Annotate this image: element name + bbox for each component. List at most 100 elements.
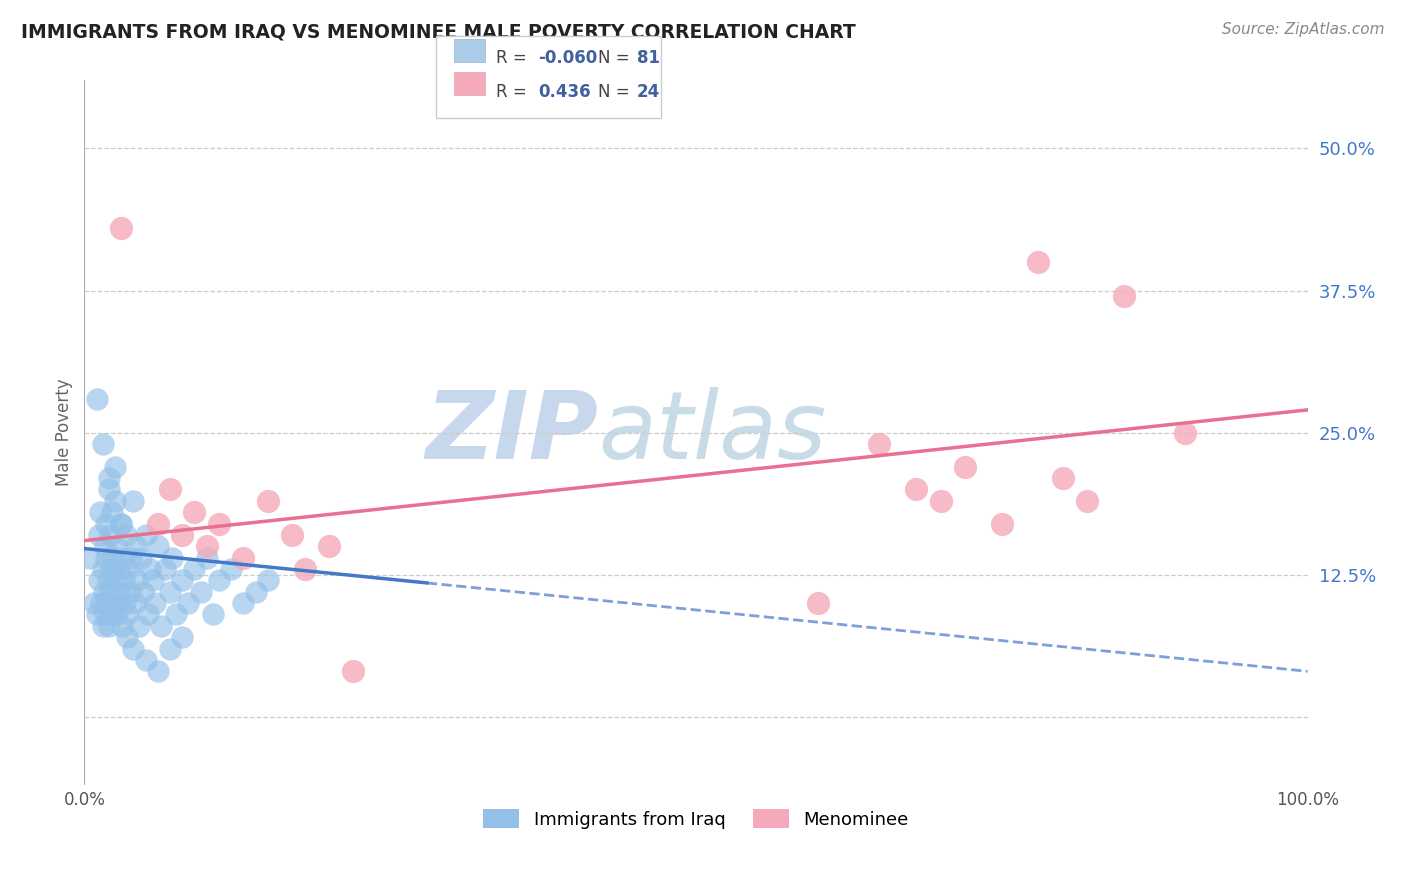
Point bbox=[208, 516, 231, 531]
Point bbox=[125, 539, 148, 553]
Point bbox=[1052, 471, 1074, 485]
Point bbox=[257, 574, 280, 588]
Point bbox=[96, 550, 118, 565]
Text: 0.436: 0.436 bbox=[538, 83, 591, 101]
Point bbox=[87, 528, 110, 542]
Point bbox=[807, 596, 830, 610]
Point bbox=[111, 550, 134, 565]
Point bbox=[101, 550, 124, 565]
Point bbox=[100, 562, 122, 576]
Point bbox=[115, 607, 138, 622]
Point bbox=[136, 607, 159, 622]
Point bbox=[97, 574, 120, 588]
Point bbox=[125, 574, 148, 588]
Point bbox=[105, 539, 128, 553]
Point bbox=[89, 505, 111, 519]
Point bbox=[108, 584, 131, 599]
Point bbox=[991, 516, 1014, 531]
Point bbox=[143, 596, 166, 610]
Point bbox=[245, 584, 267, 599]
Point bbox=[90, 596, 112, 610]
Point bbox=[87, 574, 110, 588]
Point bbox=[177, 596, 200, 610]
Point bbox=[1174, 425, 1197, 440]
Point bbox=[91, 437, 114, 451]
Point bbox=[953, 459, 976, 474]
Point bbox=[104, 493, 127, 508]
Point bbox=[135, 528, 157, 542]
Point bbox=[96, 596, 118, 610]
Point bbox=[232, 550, 254, 565]
Point bbox=[115, 630, 138, 644]
Y-axis label: Male Poverty: Male Poverty bbox=[55, 379, 73, 486]
Point bbox=[83, 596, 105, 610]
Point bbox=[172, 630, 194, 644]
Point bbox=[129, 550, 152, 565]
Point bbox=[1114, 289, 1136, 303]
Point bbox=[183, 505, 205, 519]
Point bbox=[208, 574, 231, 588]
Point bbox=[124, 596, 146, 610]
Point bbox=[257, 493, 280, 508]
Point bbox=[86, 392, 108, 406]
Point bbox=[94, 607, 117, 622]
Point bbox=[132, 584, 155, 599]
Point bbox=[128, 619, 150, 633]
Text: 0.0%: 0.0% bbox=[63, 790, 105, 809]
Point bbox=[150, 619, 173, 633]
Point bbox=[159, 483, 181, 497]
Point bbox=[146, 539, 169, 553]
Point bbox=[139, 562, 162, 576]
Point bbox=[195, 550, 218, 565]
Point bbox=[110, 516, 132, 531]
Legend: Immigrants from Iraq, Menominee: Immigrants from Iraq, Menominee bbox=[477, 802, 915, 836]
Point bbox=[110, 221, 132, 235]
Point bbox=[190, 584, 212, 599]
Text: IMMIGRANTS FROM IRAQ VS MENOMINEE MALE POVERTY CORRELATION CHART: IMMIGRANTS FROM IRAQ VS MENOMINEE MALE P… bbox=[21, 22, 856, 41]
Point bbox=[201, 607, 224, 622]
Text: R =: R = bbox=[496, 83, 533, 101]
Text: Source: ZipAtlas.com: Source: ZipAtlas.com bbox=[1222, 22, 1385, 37]
Point bbox=[100, 607, 122, 622]
Point bbox=[107, 562, 129, 576]
Point bbox=[219, 562, 242, 576]
Point bbox=[91, 619, 114, 633]
Point bbox=[929, 493, 952, 508]
Point bbox=[115, 528, 138, 542]
Point bbox=[142, 574, 165, 588]
Point bbox=[232, 596, 254, 610]
Point bbox=[118, 584, 141, 599]
Point bbox=[183, 562, 205, 576]
Text: R =: R = bbox=[496, 49, 533, 67]
Point bbox=[905, 483, 928, 497]
Point bbox=[172, 528, 194, 542]
Point bbox=[86, 607, 108, 622]
Point bbox=[146, 516, 169, 531]
Point bbox=[281, 528, 304, 542]
Text: 100.0%: 100.0% bbox=[1277, 790, 1339, 809]
Point bbox=[105, 607, 128, 622]
Point bbox=[135, 653, 157, 667]
Point bbox=[103, 596, 125, 610]
Text: 81: 81 bbox=[637, 49, 659, 67]
Text: -0.060: -0.060 bbox=[538, 49, 598, 67]
Point bbox=[153, 562, 176, 576]
Text: N =: N = bbox=[598, 49, 634, 67]
Point bbox=[195, 539, 218, 553]
Point bbox=[162, 550, 184, 565]
Point bbox=[165, 607, 187, 622]
Point bbox=[146, 665, 169, 679]
Point bbox=[294, 562, 316, 576]
Point bbox=[1076, 493, 1098, 508]
Point bbox=[117, 562, 139, 576]
Point bbox=[97, 483, 120, 497]
Text: ZIP: ZIP bbox=[425, 386, 598, 479]
Point bbox=[114, 596, 136, 610]
Point bbox=[97, 471, 120, 485]
Point bbox=[112, 574, 135, 588]
Point bbox=[111, 619, 134, 633]
Point bbox=[93, 584, 115, 599]
Point bbox=[342, 665, 364, 679]
Point bbox=[318, 539, 340, 553]
Point bbox=[101, 505, 124, 519]
